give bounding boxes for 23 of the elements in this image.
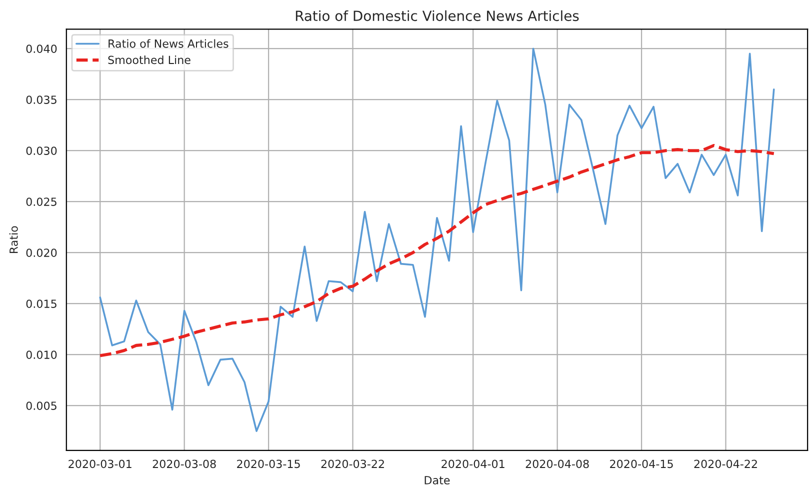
- x-tick-label: 2020-03-22: [321, 460, 384, 468]
- y-tick-label: 0.030: [26, 146, 57, 155]
- x-tick-label: 2020-03-15: [237, 460, 300, 468]
- chart-title: Ratio of Domestic Violence News Articles: [296, 10, 579, 22]
- legend-label: Ratio of News Articles: [108, 39, 228, 48]
- y-tick-label: 0.005: [26, 402, 56, 410]
- x-tick-label: 2020-03-01: [68, 460, 132, 468]
- y-tick-label: 0.025: [26, 198, 56, 206]
- x-tick-label: 2020-03-08: [152, 460, 216, 468]
- y-tick-label: 0.040: [26, 44, 57, 53]
- x-tick-label: 2020-04-22: [694, 460, 757, 468]
- y-tick-label: 0.015: [26, 300, 56, 308]
- x-tick-label: 2020-04-01: [442, 460, 504, 468]
- legend-label: Smoothed Line: [108, 56, 190, 64]
- y-tick-label: 0.010: [26, 350, 57, 359]
- y-tick-label: 0.035: [26, 96, 56, 104]
- x-tick-label: 2020-04-08: [526, 460, 589, 468]
- y-axis-title: Ratio: [9, 226, 18, 254]
- line-series: [98, 144, 776, 358]
- line-series: [99, 48, 775, 432]
- x-axis-title: Date: [424, 476, 450, 484]
- x-tick-label: 2020-04-15: [610, 460, 673, 468]
- y-tick-label: 0.020: [26, 248, 57, 257]
